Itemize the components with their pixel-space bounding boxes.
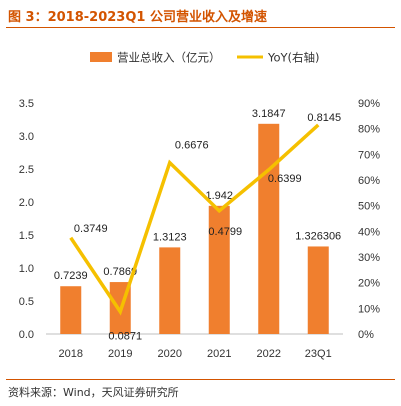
legend-bar-swatch xyxy=(90,52,112,62)
right-axis-tick-label: 70% xyxy=(358,149,380,161)
x-axis-tick-label: 2022 xyxy=(257,348,281,360)
right-axis-tick-label: 50% xyxy=(358,201,380,213)
right-axis-tick-label: 40% xyxy=(358,226,380,238)
revenue-bar-value-label: 0.7869 xyxy=(103,266,137,278)
yoy-value-label: 0.0871 xyxy=(108,331,142,343)
figure-title: 图 3：2018-2023Q1 公司营业收入及增速 xyxy=(8,10,267,25)
yoy-line xyxy=(69,123,320,316)
source-rule xyxy=(6,379,395,380)
revenue-bar xyxy=(208,205,230,334)
x-axis-tick-label: 2018 xyxy=(59,348,83,360)
yoy-series-line xyxy=(69,123,320,316)
left-axis-tick-label: 0.0 xyxy=(19,329,34,341)
revenue-bar-value-label: 1.3123 xyxy=(153,231,187,243)
right-axis-tick-label: 20% xyxy=(358,278,380,290)
revenue-bar-value-label: 3.1847 xyxy=(252,108,286,120)
x-axis-tick-label: 23Q1 xyxy=(305,348,332,360)
right-axis-tick-label: 0% xyxy=(358,329,374,341)
right-axis-tick-label: 60% xyxy=(358,175,380,187)
left-axis-tick-label: 0.5 xyxy=(19,296,34,308)
left-axis-tick-label: 2.5 xyxy=(19,164,34,176)
source-note: 资料来源：Wind，天风证券研究所 xyxy=(8,386,179,399)
legend: 营业总收入（亿元） YoY(右轴) xyxy=(90,51,320,65)
x-axis-tick-label: 2021 xyxy=(207,348,231,360)
left-axis-tick-label: 3.5 xyxy=(19,98,34,110)
left-axis-tick-label: 1.0 xyxy=(19,263,34,275)
yoy-value-label: 0.6399 xyxy=(268,173,302,185)
yoy-line-labels: 0.3749 0.0871 0.6676 0.4799 0.6399 0.8145 xyxy=(74,112,341,343)
left-axis-tick-label: 2.0 xyxy=(19,197,34,209)
right-axis-tick-label: 90% xyxy=(358,98,380,110)
yoy-value-label: 0.4799 xyxy=(208,226,242,238)
revenue-bar xyxy=(258,123,280,334)
x-axis-tick-label: 2020 xyxy=(158,348,182,360)
revenue-bar-labels: 0.7239 0.7869 1.3123 1.942 3.1847 1.326306 xyxy=(54,108,341,282)
x-axis-tick-label: 2019 xyxy=(108,348,132,360)
right-axis: 0% 10% 20% 30% 40% 50% 60% 70% 80% 90% xyxy=(358,98,380,341)
revenue-bar xyxy=(60,286,82,334)
yoy-value-label: 0.3749 xyxy=(74,223,108,235)
revenue-bar-value-label: 1.326306 xyxy=(295,230,341,242)
revenue-bar-value-label: 1.942 xyxy=(205,190,233,202)
left-axis-tick-label: 3.0 xyxy=(19,131,34,143)
revenue-bar xyxy=(159,247,181,334)
revenue-bar-value-label: 0.7239 xyxy=(54,270,88,282)
left-axis-tick-label: 1.5 xyxy=(19,230,34,242)
right-axis-tick-label: 30% xyxy=(358,252,380,264)
yoy-value-label: 0.6676 xyxy=(175,140,209,152)
legend-line-label: YoY(右轴) xyxy=(267,51,320,65)
title-rule xyxy=(6,27,395,28)
right-axis-tick-label: 80% xyxy=(358,124,380,136)
revenue-bar xyxy=(307,246,329,334)
left-axis: 0.0 0.5 1.0 1.5 2.0 2.5 3.0 3.5 xyxy=(19,98,34,341)
x-axis-ticks: 2018 2019 2020 2021 2022 23Q1 xyxy=(59,348,332,360)
right-axis-tick-label: 10% xyxy=(358,303,380,315)
legend-bar-label: 营业总收入（亿元） xyxy=(117,51,221,65)
yoy-value-label: 0.8145 xyxy=(307,112,341,124)
